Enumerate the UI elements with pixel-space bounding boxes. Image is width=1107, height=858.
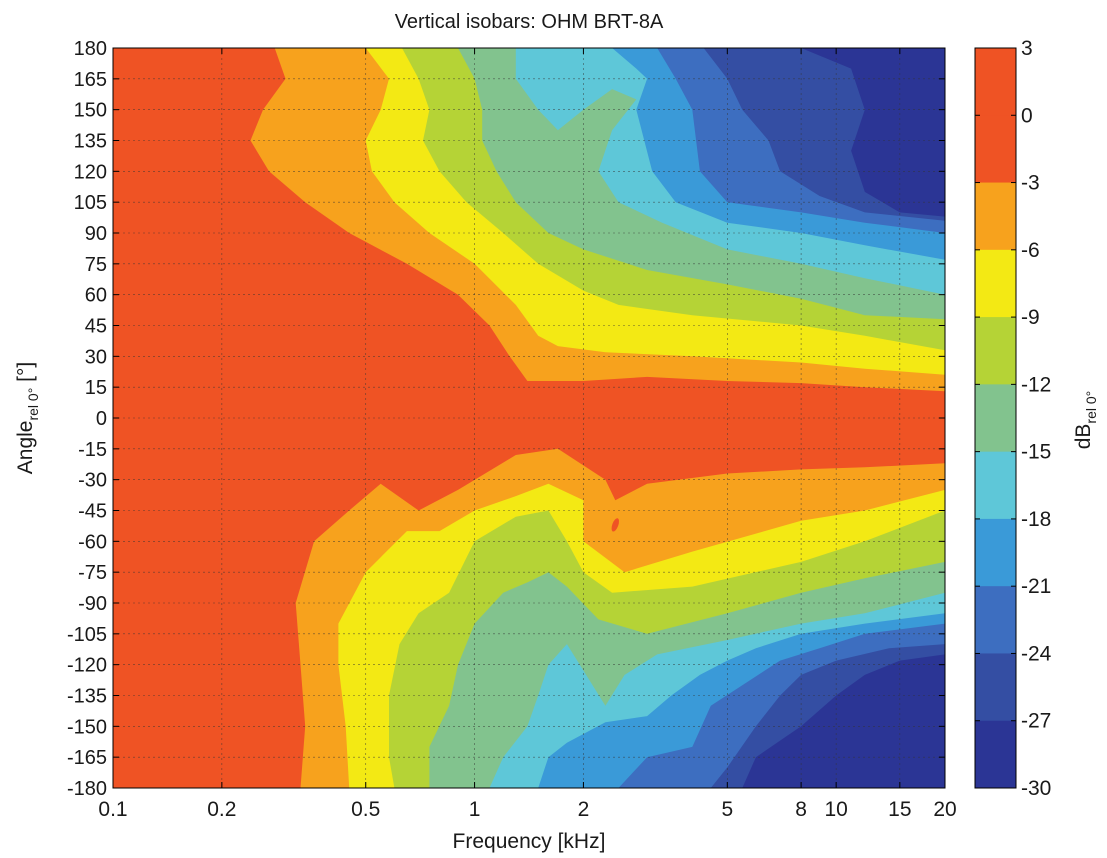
contour-region-upper-8 [113,48,945,217]
y-tick-label: -45 [78,501,107,523]
chart-title: Vertical isobars: OHM BRT-8A [395,11,664,33]
colorbar-swatch [975,518,1016,587]
contour-regions [113,48,945,788]
y-tick-label: 135 [74,131,107,153]
y-tick-label: -15 [78,439,107,461]
x-axis: 0.1 0.2 0.5 1 2 5 8 10 15 20 [98,48,957,821]
colorbar-label-subscript: rel 0° [1083,391,1099,424]
x-axis-label: Frequency [kHz] [453,830,606,853]
y-tick-label: 15 [85,377,107,399]
colorbar-swatch [975,384,1016,453]
y-tick-label: -60 [78,531,107,553]
y-tick-label: -120 [67,655,107,677]
colorbar-swatch [975,586,1016,654]
colorbar-swatch [975,317,1016,385]
y-tick-label: -150 [67,716,107,738]
y-tick-label: 165 [74,69,107,91]
x-tick-label: 0.1 [98,798,127,821]
y-tick-label: 90 [85,223,107,245]
y-tick-label: 120 [74,161,107,183]
contour-region-lower-6 [113,623,945,788]
colorbar-frame [974,47,1017,789]
x-tick-label: 2 [578,798,590,821]
y-tick-label: 150 [74,100,107,122]
colorbar-label: dBrel 0° [1072,391,1099,450]
x-tick-label: 15 [888,798,911,821]
y-axis-label-base: Angle [14,421,37,475]
y-tick-label: 60 [85,285,107,307]
colorbar-tick-label: -27 [1021,710,1051,733]
colorbar-tick-label: -18 [1021,508,1051,531]
contour-region-lower-8 [113,654,945,788]
contour-island [611,518,619,532]
x-tick-label: 20 [933,798,956,821]
plot-area [113,48,945,788]
colorbar-tick-label: -21 [1021,575,1051,598]
contour-region-upper-7 [113,48,945,221]
y-axis: 1801651501351201059075604530150-15-30-45… [67,38,945,800]
colorbar-tick-label: -30 [1021,777,1051,800]
colorbar-tick-label: -24 [1021,642,1052,665]
y-tick-label: -180 [67,778,107,800]
y-tick-label: -90 [78,593,107,615]
colorbar-tick-label: -6 [1021,239,1040,262]
x-tick-label: 10 [824,798,847,821]
y-axis-label-tail: [°] [14,362,37,388]
y-tick-label: 180 [74,38,107,60]
y-tick-label: -105 [67,624,107,646]
y-tick-label: 0 [96,408,107,430]
colorbar-swatch [975,48,1016,116]
colorbar-label-base: dB [1072,424,1095,450]
colorbar-swatch [975,451,1016,520]
x-tick-label: 1 [469,798,481,821]
colorbar-tick-label: 0 [1021,104,1033,127]
x-tick-label: 0.5 [351,798,380,821]
colorbar-tick-label: -15 [1021,441,1051,464]
y-tick-label: 75 [85,254,107,276]
x-tick-label: 8 [795,798,807,821]
grid-lines [113,48,945,788]
colorbar-tick-label: -12 [1021,373,1051,396]
colorbar: 3 0 -3 -6 -9 -12 -15 -18 -21 -24 -27 -30 [974,37,1052,800]
y-axis-label-subscript: rel 0° [25,388,41,421]
colorbar-swatch [975,653,1016,722]
y-tick-label: -165 [67,747,107,769]
colorbar-swatch [975,115,1016,184]
y-tick-label: -135 [67,686,107,708]
colorbar-swatch [975,249,1016,318]
x-tick-label: 5 [721,798,733,821]
colorbar-tick-label: 3 [1021,37,1033,60]
y-tick-label: 105 [74,192,107,214]
y-tick-label: 45 [85,316,107,338]
colorbar-tick-label: -9 [1021,306,1040,329]
y-axis-label: Anglerel 0° [°] [14,362,41,474]
colorbar-tick-label: -3 [1021,172,1040,195]
x-tick-label: 0.2 [207,798,236,821]
y-tick-label: 30 [85,346,107,368]
colorbar-swatch [975,720,1016,789]
colorbar-swatch [975,182,1016,251]
y-tick-label: -30 [78,470,107,492]
y-tick-label: -75 [78,562,107,584]
